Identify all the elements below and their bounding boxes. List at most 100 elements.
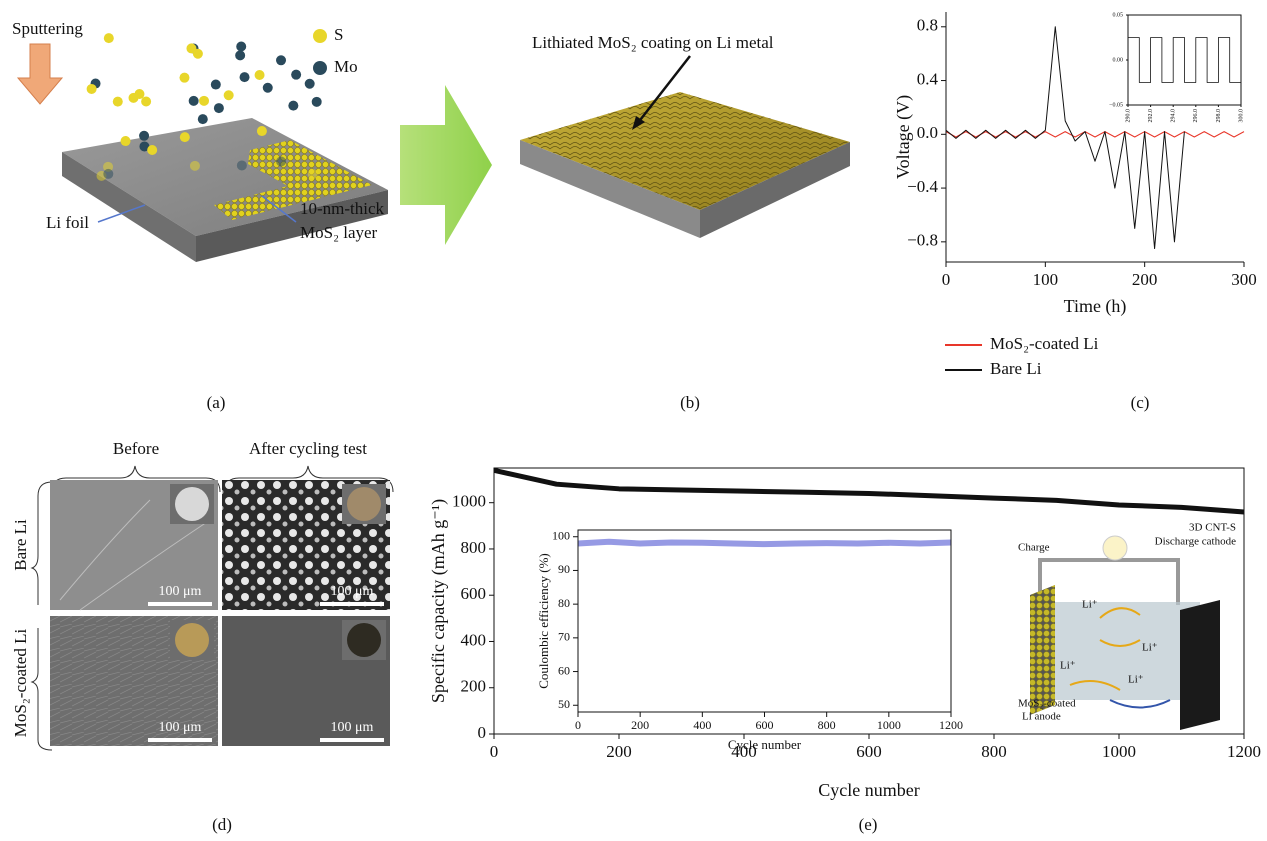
sputtered-atoms <box>86 33 322 181</box>
schematic-label: Discharge cathode <box>1155 536 1236 548</box>
y-tick-label: 90 <box>558 562 570 576</box>
illustrations <box>16 29 1242 751</box>
y-axis-title: Voltage (V) <box>893 95 914 179</box>
panel-label: (a) <box>207 393 226 412</box>
x-tick-label: 600 <box>856 742 882 761</box>
x-tick-label: 290.0 <box>1125 109 1131 123</box>
x-tick-label: 1200 <box>1227 742 1261 761</box>
schematic-label: MoS₂-coated <box>1018 698 1076 710</box>
atom <box>276 55 287 66</box>
bracket <box>224 465 394 493</box>
x-tick-label: 800 <box>818 718 836 732</box>
scale-label: 100 μm <box>159 584 202 599</box>
atom <box>103 33 114 44</box>
s-atom <box>313 29 327 43</box>
sputtering-label: Sputtering <box>12 19 83 38</box>
photo-coin <box>175 487 209 521</box>
column-label: After cycling test <box>249 439 367 458</box>
scale-label: 100 μm <box>331 720 374 735</box>
x-tick-label: 298.0 <box>1216 109 1222 123</box>
atom <box>262 82 273 93</box>
cathode <box>1180 600 1220 730</box>
inset-bg <box>578 530 951 712</box>
series-line <box>493 467 1245 515</box>
y-tick-label: 60 <box>558 663 570 677</box>
x-tick-label: 800 <box>981 742 1007 761</box>
panel-label: (e) <box>859 815 878 834</box>
y-tick-label: 0.05 <box>1113 12 1124 18</box>
y-tick-label: 600 <box>461 584 487 603</box>
coating-label: Lithiated MoS₂ coating on Li metal <box>532 33 774 52</box>
x-axis-title: Cycle number <box>818 780 919 800</box>
pointer-head <box>632 116 645 130</box>
y-tick-label: 1000 <box>452 492 486 511</box>
atom <box>139 141 150 152</box>
ion-path <box>1109 699 1171 709</box>
x-tick-label: 300 <box>1231 270 1257 289</box>
y-tick-label: 400 <box>461 630 487 649</box>
y-tick-label: −0.8 <box>907 231 938 250</box>
column-label: Before <box>113 439 159 458</box>
x-tick-label: 300.0 <box>1238 109 1244 123</box>
schematic-label: Li⁺ <box>1082 599 1098 611</box>
bracket <box>51 465 221 493</box>
li-foil-front <box>196 190 388 262</box>
row-label: MoS₂-coated Li <box>11 629 30 738</box>
axis-frame <box>577 529 952 713</box>
x-tick-label: 292.0 <box>1148 109 1154 123</box>
atom <box>291 69 302 80</box>
atom <box>236 41 247 52</box>
atom <box>141 96 152 107</box>
series-line <box>945 131 1245 138</box>
mos2-layer <box>214 140 372 220</box>
legend-label: Bare Li <box>990 359 1042 378</box>
photo-coin <box>347 623 381 657</box>
series-line <box>945 26 1185 250</box>
circuit-wire <box>1038 558 1180 605</box>
pointer <box>97 204 146 223</box>
anode-coating <box>1030 585 1055 715</box>
x-tick-label: 600 <box>756 718 774 732</box>
y-axis-title: Coulombic efficiency (%) <box>536 553 551 689</box>
coated-side <box>520 140 700 238</box>
schematic-label: Li⁺ <box>1142 642 1158 654</box>
li-foil-side <box>62 152 196 262</box>
atom <box>134 89 145 100</box>
x-tick-label: 400 <box>731 742 757 761</box>
atom <box>120 136 131 147</box>
legend-label: MoS₂-coated Li <box>990 334 1099 353</box>
photo-coin <box>175 623 209 657</box>
atom <box>112 96 123 107</box>
legend-s: S <box>334 25 343 44</box>
coated-texture <box>520 92 850 210</box>
scale-label: 100 μm <box>159 720 202 735</box>
y-tick-label: 0.4 <box>917 69 939 88</box>
atom <box>147 144 158 155</box>
atom <box>103 168 114 179</box>
x-tick-label: 294.0 <box>1171 109 1177 123</box>
atom <box>254 70 265 81</box>
ion-path <box>1069 607 1141 691</box>
atom <box>103 161 114 172</box>
sputter-arrow <box>16 43 64 105</box>
atom <box>139 130 150 141</box>
y-tick-label: −0.4 <box>907 177 938 196</box>
axis-frame <box>493 467 1245 735</box>
x-tick-label: 1000 <box>1102 742 1136 761</box>
atom <box>188 95 199 106</box>
schematic-label: 3D CNT-S <box>1189 522 1236 534</box>
layer-label: MoS₂ layer <box>300 223 378 242</box>
bulb <box>1102 535 1128 561</box>
y-tick-label: 100 <box>552 528 570 542</box>
sem-texture <box>59 499 211 611</box>
series-line <box>1128 37 1242 83</box>
process-arrow <box>400 85 492 245</box>
y-tick-label: 0 <box>478 723 487 742</box>
axis-frame <box>1127 14 1242 106</box>
x-tick-label: 0 <box>942 270 951 289</box>
photo-coin <box>347 487 381 521</box>
atom <box>179 72 190 83</box>
atom <box>304 78 315 89</box>
atom <box>197 114 208 125</box>
